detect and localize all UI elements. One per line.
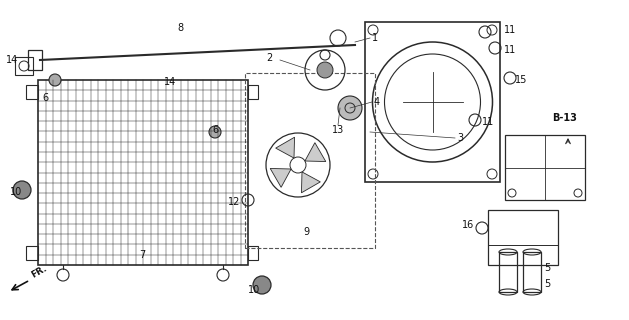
Circle shape (209, 126, 221, 138)
Bar (248, 246, 258, 260)
Text: 6: 6 (42, 93, 48, 103)
Text: 14: 14 (6, 55, 18, 65)
Polygon shape (276, 137, 294, 158)
Text: 11: 11 (482, 117, 494, 127)
Bar (15, 57, 33, 75)
Text: 10: 10 (248, 285, 260, 295)
Text: 11: 11 (504, 25, 516, 35)
Circle shape (253, 276, 271, 294)
Bar (38, 80, 248, 265)
Bar (365, 22, 500, 182)
Text: 6: 6 (212, 125, 218, 135)
Polygon shape (270, 168, 291, 187)
Circle shape (338, 96, 362, 120)
Polygon shape (301, 172, 320, 193)
Bar (245, 73, 375, 248)
Text: 7: 7 (139, 250, 145, 260)
Text: 12: 12 (228, 197, 240, 207)
Text: 8: 8 (177, 23, 183, 33)
Bar (248, 85, 258, 99)
Bar (523, 252, 541, 292)
Polygon shape (305, 143, 326, 162)
Circle shape (317, 62, 333, 78)
Text: 10: 10 (10, 187, 22, 197)
Text: 11: 11 (504, 45, 516, 55)
Circle shape (49, 74, 61, 86)
Text: 4: 4 (374, 97, 380, 107)
Bar (505, 135, 585, 200)
Bar (26, 246, 38, 260)
Text: 5: 5 (544, 279, 550, 289)
Text: 5: 5 (544, 263, 550, 273)
Bar (28, 50, 42, 70)
Bar (26, 85, 38, 99)
Circle shape (13, 181, 31, 199)
Text: 15: 15 (515, 75, 527, 85)
Bar (499, 252, 517, 292)
Text: FR.: FR. (30, 264, 49, 280)
Text: 16: 16 (462, 220, 474, 230)
Text: 13: 13 (332, 125, 344, 135)
Text: 2: 2 (265, 53, 272, 63)
Text: 14: 14 (164, 77, 176, 87)
Text: B-13: B-13 (552, 113, 577, 123)
Text: 9: 9 (303, 227, 309, 237)
Text: 1: 1 (372, 33, 378, 43)
Bar (488, 210, 558, 265)
Text: 3: 3 (457, 133, 463, 143)
